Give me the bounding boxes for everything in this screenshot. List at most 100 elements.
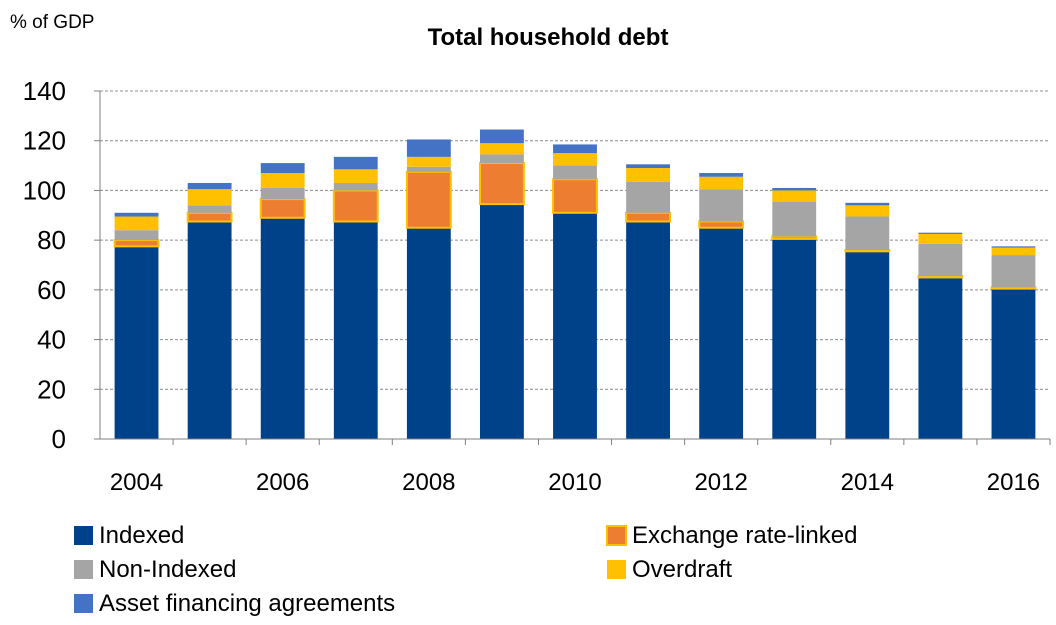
bar-segment <box>260 217 305 439</box>
bar-segment <box>552 178 598 214</box>
bar-segment <box>260 187 305 200</box>
bar-segment <box>406 227 451 439</box>
bar-segment <box>406 156 451 167</box>
legend-swatch <box>606 525 627 546</box>
bar-segment <box>917 275 964 279</box>
bar-segment <box>553 165 597 180</box>
bar-segment <box>626 181 670 213</box>
bar-segment <box>625 211 672 223</box>
legend-label: Non-Indexed <box>99 556 236 583</box>
bar-segment <box>187 182 232 190</box>
unit-label: % of GDP <box>10 12 94 33</box>
bar-segment <box>845 202 890 206</box>
legend-label: Overdraft <box>632 556 732 583</box>
bar-segment <box>187 221 232 439</box>
x-tick-label: 2004 <box>110 469 163 496</box>
bar-segment <box>114 230 159 241</box>
bars <box>113 129 1037 439</box>
bar-segment <box>626 168 670 182</box>
bar-segment <box>186 211 233 223</box>
legend-swatch <box>74 594 93 613</box>
bar-segment <box>259 198 306 219</box>
legend-item: Indexed <box>74 522 184 549</box>
legend-label: Indexed <box>99 522 184 549</box>
bar-segment <box>114 212 159 217</box>
bar-segment <box>771 235 818 240</box>
bar-segment <box>187 189 232 206</box>
bar-segment <box>845 216 890 251</box>
bar-segment <box>991 247 1036 256</box>
bar-segment <box>699 173 744 177</box>
bar-segment <box>699 176 744 190</box>
bar-segment <box>406 166 451 172</box>
legend-label: Exchange rate-linked <box>632 522 857 549</box>
bar-segment <box>698 220 745 229</box>
y-tick-label: 100 <box>23 175 66 205</box>
legend-item: Exchange rate-linked <box>606 522 857 549</box>
x-tick-label: 2016 <box>987 469 1040 496</box>
bar-segment <box>553 153 597 166</box>
legend: Indexed Exchange rate-linked Non-Indexed Ov… <box>74 522 857 617</box>
bar-segment <box>772 201 817 237</box>
bar-segment <box>845 251 890 439</box>
bar-segment <box>845 205 890 217</box>
bar-segment <box>480 204 524 439</box>
legend-swatch <box>607 560 626 579</box>
legend-item: Overdraft <box>607 556 732 583</box>
bar-segment <box>479 162 525 206</box>
x-tick-label: 2006 <box>256 469 309 496</box>
bar-segment <box>114 246 159 439</box>
bar-segment <box>332 189 379 223</box>
bar-segment <box>113 239 160 248</box>
x-axis: 2004 2006 2008 2010 2012 2014 2016 <box>100 438 1051 496</box>
bar-segment <box>699 189 744 222</box>
bar-segment <box>553 212 597 439</box>
bar-segment <box>918 243 963 277</box>
bar-segment <box>480 154 524 164</box>
y-axis: 0 20 40 60 80 100 120 140 <box>23 76 101 454</box>
legend-item: Non-Indexed <box>74 556 236 583</box>
bar-segment <box>991 246 1036 248</box>
bar-segment <box>333 221 378 439</box>
chart-title: Total household debt <box>428 24 669 51</box>
bar-segment <box>260 173 305 188</box>
y-tick-label: 40 <box>37 325 66 355</box>
bar-segment <box>699 227 744 439</box>
bar-segment <box>918 233 963 244</box>
legend-item: Asset financing agreements <box>74 590 395 617</box>
bar-segment <box>114 216 159 231</box>
bar-segment <box>991 288 1036 439</box>
bar-segment <box>333 156 378 170</box>
bar-segment <box>772 190 817 202</box>
bar-segment <box>772 187 817 191</box>
x-tick-label: 2014 <box>841 469 894 496</box>
legend-swatch <box>74 526 93 545</box>
bar-segment <box>260 163 305 174</box>
bar-segment <box>480 143 524 155</box>
bar-segment <box>333 169 378 183</box>
bar-segment <box>918 232 963 234</box>
y-tick-label: 80 <box>37 225 66 255</box>
bar-segment <box>626 164 670 169</box>
bar-segment <box>187 205 232 213</box>
bar-segment <box>772 238 817 439</box>
y-tick-label: 140 <box>23 76 66 106</box>
bar-segment <box>480 129 524 144</box>
y-tick-label: 0 <box>52 424 66 454</box>
y-tick-label: 60 <box>37 275 66 305</box>
bar-segment <box>990 286 1037 290</box>
x-tick-label: 2008 <box>402 469 455 496</box>
bar-segment <box>405 170 452 229</box>
bar-segment <box>844 249 891 253</box>
y-tick-label: 120 <box>23 126 66 156</box>
x-tick-label: 2012 <box>694 469 747 496</box>
legend-label: Asset financing agreements <box>99 590 395 617</box>
y-tick-label: 20 <box>37 374 66 404</box>
bar-segment <box>918 277 963 439</box>
bar-segment <box>553 144 597 154</box>
bar-segment <box>991 255 1036 288</box>
x-tick-label: 2010 <box>548 469 601 496</box>
bar-segment <box>333 182 378 191</box>
